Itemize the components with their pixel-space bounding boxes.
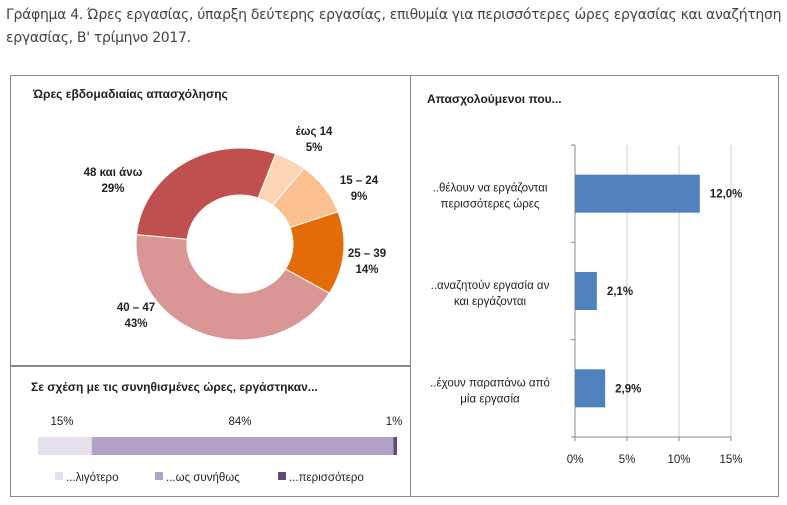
chart-frame xyxy=(10,75,779,497)
stacked-value-label: 15% xyxy=(50,416,73,428)
legend-swatch xyxy=(55,472,63,480)
stacked-title: Σε σχέση με τις συνηθισμένες ώρες, εργάσ… xyxy=(31,380,318,394)
x-tick-label: 0% xyxy=(567,454,584,466)
bar-value-label: 2,1% xyxy=(607,286,633,298)
donut-value-label: 29% xyxy=(101,183,124,195)
donut-value-label: 14% xyxy=(355,264,378,276)
bar-value-label: 12,0% xyxy=(710,189,743,201)
figure-caption: Γράφημα 4. Ώρες εργασίας, ύπαρξη δεύτερη… xyxy=(6,7,782,46)
legend-swatch xyxy=(278,472,286,480)
donut-value-label: 5% xyxy=(306,142,323,154)
donut-value-label: 43% xyxy=(124,318,147,330)
bar-category-label: ..αναζητούν εργασία αν xyxy=(431,280,550,292)
bar-category-label: μία εργασία xyxy=(460,393,520,405)
bar-title: Απασχολούμενοι που... xyxy=(427,92,562,106)
bar-value-label: 2,9% xyxy=(615,383,641,395)
donut-category-label: 25 – 39 xyxy=(348,248,386,260)
bar xyxy=(575,174,700,213)
donut-value-label: 9% xyxy=(351,191,368,203)
stacked-value-label: 1% xyxy=(386,416,403,428)
stacked-value-label: 84% xyxy=(228,416,251,428)
legend-label: ...περισσότερο xyxy=(289,472,364,484)
stacked-segment xyxy=(38,437,92,455)
bar xyxy=(575,272,597,310)
bar-category-label: και εργάζονται xyxy=(454,296,527,308)
donut-category-label: 48 και άνω xyxy=(84,167,143,179)
x-tick-label: 10% xyxy=(667,454,690,466)
donut-slice xyxy=(135,234,331,341)
divider-vertical xyxy=(410,75,411,497)
donut-category-label: 15 – 24 xyxy=(340,175,379,187)
donut-title: Ώρες εβδομαδιαίας απασχόλησης xyxy=(33,87,228,101)
divider-horizontal xyxy=(10,365,410,367)
legend-label: ...ως συνήθως xyxy=(166,472,240,484)
x-tick-label: 15% xyxy=(719,454,742,466)
stacked-segment xyxy=(393,437,397,455)
bar-category-label: ..θέλουν να εργάζονται xyxy=(433,183,548,195)
bar-category-label: περισσότερες ώρες xyxy=(441,199,540,211)
legend-swatch xyxy=(155,472,163,480)
bar xyxy=(575,369,606,408)
legend-label: ...λιγότερο xyxy=(66,472,118,484)
donut-category-label: 40 – 47 xyxy=(117,302,155,314)
stacked-segment xyxy=(91,437,394,455)
x-tick-label: 5% xyxy=(619,454,636,466)
bar-category-label: ..έχουν παραπάνω από xyxy=(430,377,550,389)
donut-category-label: έως 14 xyxy=(296,126,333,138)
donut-slice xyxy=(135,147,277,240)
